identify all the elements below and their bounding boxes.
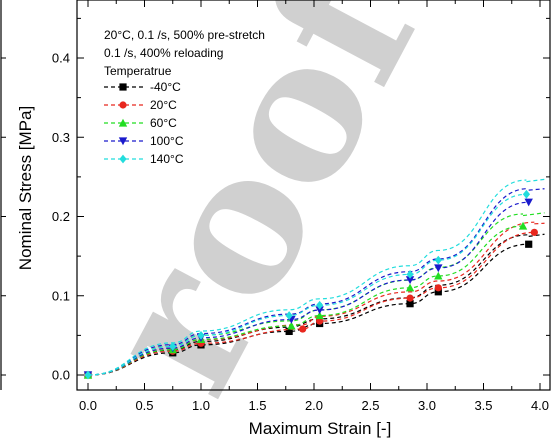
series-line-tail xyxy=(534,222,545,225)
data-point xyxy=(84,370,92,380)
data-point xyxy=(405,276,415,285)
series-line-upper xyxy=(87,179,527,376)
series-line-tail xyxy=(528,233,545,237)
data-point xyxy=(316,300,324,310)
x-tick-label: 3.5 xyxy=(474,398,492,413)
legend: -40°C 20°C 60°C 100°C 140°C xyxy=(104,80,184,166)
series-line-tail xyxy=(526,178,545,183)
legend-label: -40°C xyxy=(150,80,181,94)
x-tick-label: 2.5 xyxy=(361,398,379,413)
axes-layer: 0.0 0.5 1.0 1.5 2.0 2.5 3.0 3.5 4.0 0.0 0.1 0.2 0.3 0… xyxy=(1,0,550,413)
data-point xyxy=(434,264,443,273)
x-axis-title: Maximum Strain [-] xyxy=(249,419,392,438)
legend-marker xyxy=(119,154,127,164)
x-tick-label: 3.0 xyxy=(418,398,436,413)
legend-entry-0: -40°C xyxy=(104,80,181,94)
y-tick-label: 0.0 xyxy=(52,368,70,383)
x-tick-label: 1.0 xyxy=(192,398,210,413)
legend-marker xyxy=(119,101,127,109)
data-point xyxy=(197,330,205,340)
series-line-tail xyxy=(528,188,545,191)
data-point xyxy=(406,300,414,308)
data-point xyxy=(287,321,296,330)
legend-label: 60°C xyxy=(150,116,177,130)
data-point xyxy=(316,317,324,325)
annotation-line-2: 0.1 /s, 400% reloading xyxy=(104,46,223,60)
data-point xyxy=(315,311,324,320)
legend-entry-3: 100°C xyxy=(104,134,184,148)
data-point xyxy=(434,271,443,280)
data-point xyxy=(434,255,442,265)
data-point xyxy=(315,306,324,315)
x-tick-label: 0.5 xyxy=(135,398,153,413)
x-tick-label: 1.5 xyxy=(248,398,266,413)
data-point xyxy=(525,240,533,248)
series-line-tail xyxy=(522,212,545,217)
legend-title: Temperatrue xyxy=(104,64,172,78)
legend-entry-2: 60°C xyxy=(104,116,177,130)
y-tick-label: 0.1 xyxy=(52,288,70,303)
x-tick-label: 2.0 xyxy=(305,398,323,413)
legend-entry-4: 140°C xyxy=(104,152,184,166)
legend-label: 100°C xyxy=(150,134,184,148)
data-point xyxy=(406,269,414,279)
data-point xyxy=(285,311,293,320)
y-tick-label: 0.2 xyxy=(52,209,70,224)
y-tick-label: 0.4 xyxy=(52,51,70,66)
legend-entry-1: 20°C xyxy=(104,98,177,112)
y-axis-title: Nominal Stress [MPa] xyxy=(16,106,35,270)
legend-label: 20°C xyxy=(150,98,177,112)
data-point xyxy=(522,189,531,199)
legend-marker xyxy=(118,118,128,127)
x-tick-label: 4.0 xyxy=(531,398,549,413)
series-layer xyxy=(83,178,545,380)
data-point xyxy=(530,228,538,236)
annotation-line-1: 20°C, 0.1 /s, 500% pre-stretch xyxy=(104,28,265,42)
series-4 xyxy=(84,178,545,380)
legend-marker xyxy=(118,137,128,146)
data-point xyxy=(524,198,533,207)
x-tick-label: 0.0 xyxy=(79,398,97,413)
y-tick-label: 0.3 xyxy=(52,130,70,145)
legend-marker xyxy=(119,83,127,91)
data-point xyxy=(169,342,177,351)
legend-label: 140°C xyxy=(150,152,184,166)
data-point xyxy=(518,221,528,230)
data-point xyxy=(405,283,415,292)
data-point xyxy=(285,327,293,336)
data-point xyxy=(434,284,442,292)
data-point xyxy=(406,294,414,302)
data-point xyxy=(434,288,442,296)
data-point xyxy=(299,325,307,333)
